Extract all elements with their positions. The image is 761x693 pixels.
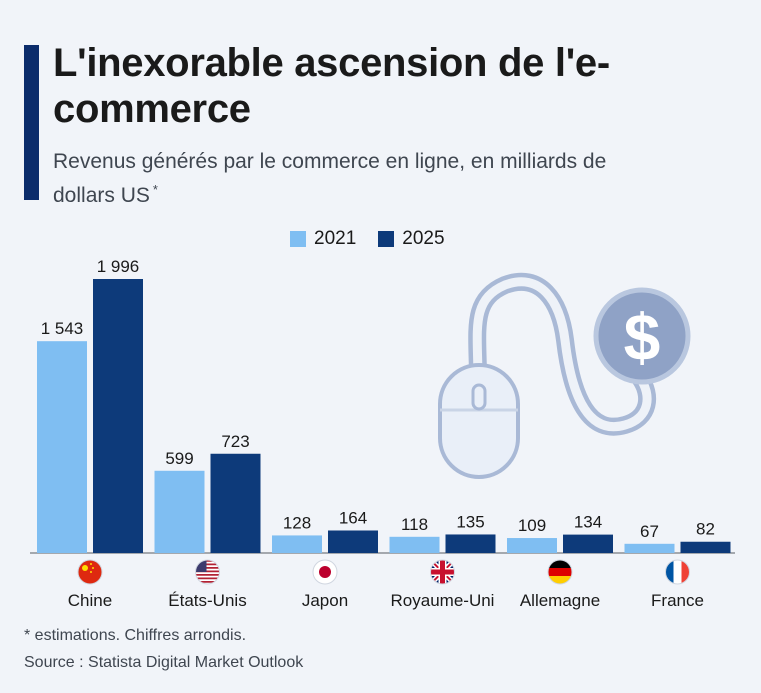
bar-value-label-2021-1: 599	[165, 449, 193, 468]
bar-value-label-2021-3: 118	[401, 515, 428, 534]
germany-flag-icon	[547, 559, 573, 585]
france-flag-icon	[665, 559, 690, 585]
category-labels-layer: Chine États-Unis Japon Royaume-Uni Allemagne…	[68, 591, 704, 610]
category-label-2: Japon	[302, 591, 348, 610]
bar-2021-4	[507, 538, 557, 553]
category-label-0: Chine	[68, 591, 112, 610]
uk-flag-icon	[430, 559, 455, 585]
bar-value-label-2025-2: 164	[339, 508, 367, 527]
category-label-4: Allemagne	[520, 591, 600, 610]
bar-labels-layer: 1 543 1 996 599 723 128 164 118 135 109 134 67 82	[41, 257, 715, 541]
legend-swatch-2021	[290, 231, 306, 247]
chart-subtitle: Revenus générés par le commerce en ligne…	[53, 148, 673, 210]
bar-2025-5	[680, 541, 731, 553]
legend-item-2021: 2021	[290, 228, 356, 250]
legend-label-2021: 2021	[314, 228, 357, 249]
bar-value-label-2025-0: 1 996	[97, 257, 140, 276]
chart-title: L'inexorable ascension de l'e-commerce	[53, 41, 610, 131]
category-label-3: Royaume-Uni	[391, 591, 495, 610]
dollar-coin-icon: $	[593, 287, 691, 385]
bar-value-label-2021-4: 109	[518, 516, 546, 535]
japan-flag-icon	[312, 559, 338, 585]
bar-value-label-2025-3: 135	[456, 512, 484, 531]
mouse-icon	[438, 363, 520, 479]
bar-value-label-2021-0: 1 543	[41, 319, 84, 338]
bar-2025-4	[563, 534, 613, 553]
bar-2021-5	[624, 543, 675, 553]
title-accent-bar	[24, 45, 39, 200]
bar-value-label-2025-4: 134	[574, 513, 602, 532]
bar-value-label-2025-1: 723	[221, 432, 249, 451]
bar-2021-0	[37, 341, 87, 553]
bars-layer	[37, 279, 731, 553]
footnote: * estimations. Chiffres arrondis.	[24, 627, 247, 644]
chart-legend: 2021 2025	[290, 226, 445, 252]
category-label-5: France	[651, 591, 704, 610]
subtitle-asterisk: *	[152, 182, 158, 197]
bar-2021-2	[272, 535, 322, 553]
bar-2025-0	[93, 279, 143, 553]
subtitle-text: Revenus générés par le commerce en ligne…	[53, 150, 607, 207]
legend-item-2025: 2025	[378, 228, 445, 250]
legend-swatch-2025	[378, 231, 395, 247]
bar-value-label-2021-2: 128	[283, 513, 311, 532]
bar-value-label-2021-5: 67	[640, 522, 659, 541]
bar-2025-1	[210, 453, 261, 553]
china-flag-icon	[77, 559, 103, 585]
source-note: Source : Statista Digital Market Outlook	[24, 654, 304, 671]
flags-layer	[77, 559, 690, 585]
bar-2021-3	[389, 536, 440, 553]
bar-2025-2	[328, 530, 378, 553]
bar-2021-1	[154, 470, 205, 553]
svg-text:$: $	[624, 300, 661, 374]
mouse-dollar-illustration-icon: $	[438, 272, 691, 479]
bar-2025-3	[445, 534, 496, 553]
category-label-1: États-Unis	[168, 591, 246, 610]
usa-flag-icon	[195, 559, 220, 585]
bar-value-label-2025-5: 82	[696, 520, 715, 539]
legend-label-2025: 2025	[402, 228, 445, 249]
